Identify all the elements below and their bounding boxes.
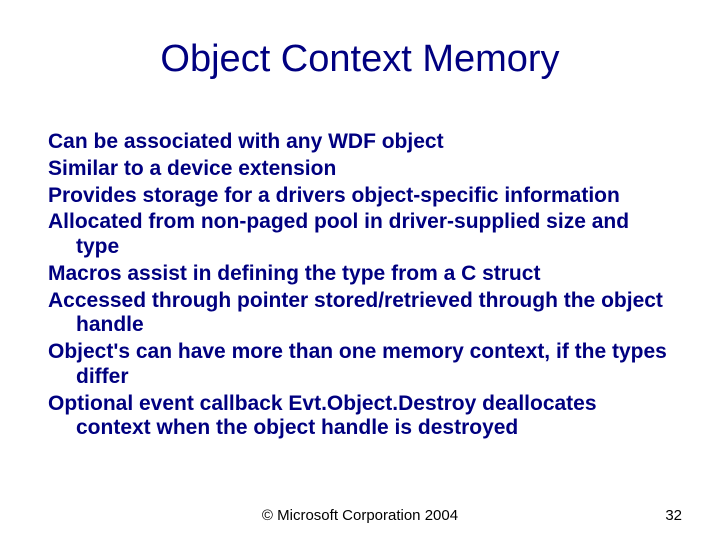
bullet-point: Allocated from non-paged pool in driver-… (48, 210, 672, 260)
bullet-point: Can be associated with any WDF object (48, 130, 672, 155)
bullet-point: Accessed through pointer stored/retrieve… (48, 289, 672, 339)
bullet-point: Optional event callback Evt.Object.Destr… (48, 392, 672, 442)
bullet-point: Object's can have more than one memory c… (48, 340, 672, 390)
bullet-point: Similar to a device extension (48, 157, 672, 182)
bullet-point: Provides storage for a drivers object-sp… (48, 184, 672, 209)
slide: Object Context Memory Can be associated … (0, 0, 720, 540)
slide-title: Object Context Memory (0, 38, 720, 81)
bullet-point: Macros assist in defining the type from … (48, 262, 672, 287)
footer-copyright: © Microsoft Corporation 2004 (0, 507, 720, 524)
slide-body: Can be associated with any WDF object Si… (48, 130, 672, 443)
page-number: 32 (665, 507, 682, 524)
